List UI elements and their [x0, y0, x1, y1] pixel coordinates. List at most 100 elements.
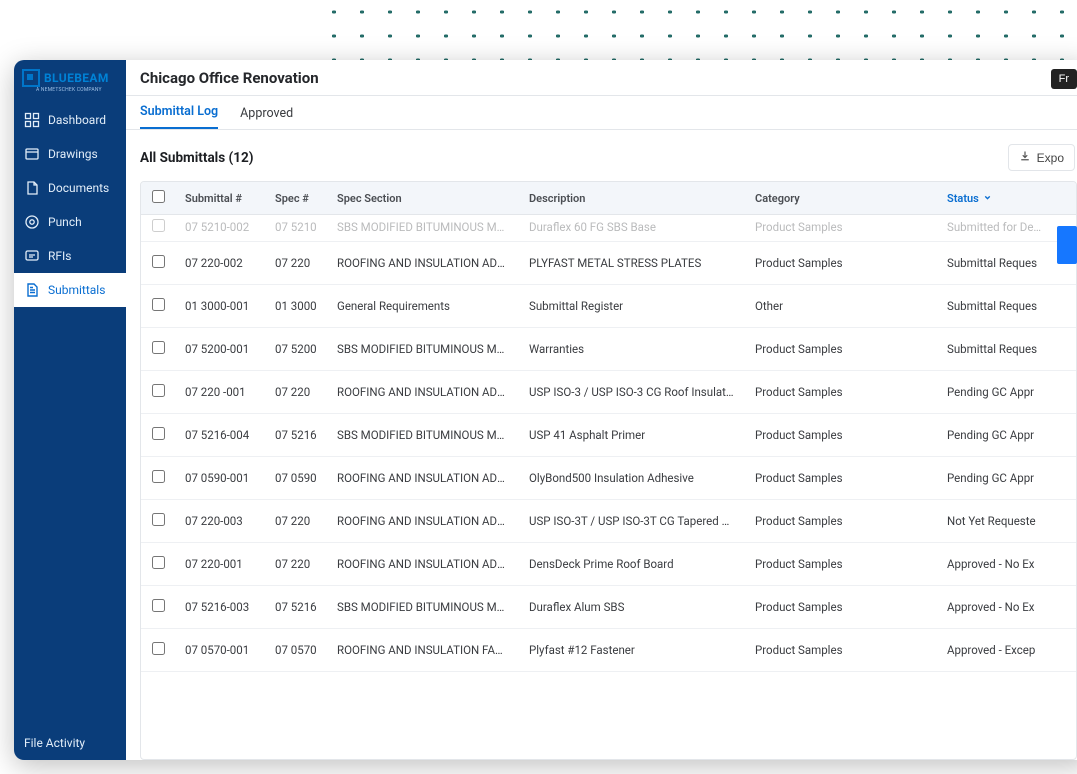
sidebar-item-rfis[interactable]: RFIs: [14, 239, 126, 273]
drawings-icon: [24, 146, 40, 162]
cell-status: Not Yet Requeste: [937, 500, 1076, 543]
cell-spec-section: ROOFING AND INSULATION ADHESIV…: [327, 543, 519, 586]
row-checkbox[interactable]: [152, 219, 165, 232]
cell-description: Duraflex Alum SBS: [519, 586, 745, 629]
row-check[interactable]: [141, 629, 175, 672]
tab-submittal-log[interactable]: Submittal Log: [140, 104, 218, 129]
download-icon: [1019, 150, 1031, 165]
submittals-table: Submittal # Spec # Spec Section Descript…: [140, 181, 1077, 760]
table-row[interactable]: 07 5200-00107 5200SBS MODIFIED BITUMINOU…: [141, 328, 1076, 371]
brand-logo[interactable]: BLUEBEAM: [14, 60, 126, 89]
cell-spec-section: ROOFING AND INSULATION ADHESIV…: [327, 371, 519, 414]
sidebar-item-drawings[interactable]: Drawings: [14, 137, 126, 171]
sidebar-item-label: Drawings: [48, 147, 98, 161]
export-button[interactable]: Expo: [1008, 144, 1075, 171]
cell-category: Product Samples: [745, 457, 937, 500]
rfis-icon: [24, 248, 40, 264]
tab-approved[interactable]: Approved: [240, 106, 293, 129]
row-check[interactable]: [141, 371, 175, 414]
select-all-checkbox[interactable]: [152, 190, 165, 203]
decorative-dots-top: [320, 0, 1077, 62]
col-header-check[interactable]: [141, 182, 175, 215]
row-checkbox[interactable]: [152, 513, 165, 526]
table-row[interactable]: 01 3000-00101 3000General RequirementsSu…: [141, 285, 1076, 328]
cell-description: Submittal Register: [519, 285, 745, 328]
row-checkbox[interactable]: [152, 255, 165, 268]
row-checkbox[interactable]: [152, 599, 165, 612]
sidebar-item-submittals[interactable]: Submittals: [14, 273, 126, 307]
sidebar-footer[interactable]: File Activity: [14, 726, 126, 760]
table-row[interactable]: 07 220-00207 220ROOFING AND INSULATION A…: [141, 242, 1076, 285]
row-checkbox[interactable]: [152, 427, 165, 440]
row-check[interactable]: [141, 285, 175, 328]
table-row[interactable]: 07 0590-00107 0590ROOFING AND INSULATION…: [141, 457, 1076, 500]
cell-category: Product Samples: [745, 500, 937, 543]
row-checkbox[interactable]: [152, 298, 165, 311]
logo-icon: [22, 69, 40, 87]
cell-description: OlyBond500 Insulation Adhesive: [519, 457, 745, 500]
cell-spec-section: ROOFING AND INSULATION ADHESIV…: [327, 457, 519, 500]
punch-icon: [24, 214, 40, 230]
col-header-submittal-num[interactable]: Submittal #: [175, 182, 265, 215]
col-header-description[interactable]: Description: [519, 182, 745, 215]
content-area: All Submittals (12) Expo: [126, 130, 1077, 760]
table-row[interactable]: 07 5210-00207 5210SBS MODIFIED BITUMINOU…: [141, 215, 1076, 242]
row-checkbox[interactable]: [152, 341, 165, 354]
table-row[interactable]: 07 0570-00107 0570ROOFING AND INSULATION…: [141, 629, 1076, 672]
col-header-category[interactable]: Category: [745, 182, 937, 215]
row-check[interactable]: [141, 242, 175, 285]
cell-submittal-num: 07 0570-001: [175, 629, 265, 672]
table-row[interactable]: 07 220-00307 220ROOFING AND INSULATION A…: [141, 500, 1076, 543]
cell-category: Product Samples: [745, 371, 937, 414]
brand-name: BLUEBEAM: [44, 72, 109, 84]
cell-category: Product Samples: [745, 586, 937, 629]
export-label: Expo: [1037, 151, 1064, 165]
cell-spec-section: General Requirements: [327, 285, 519, 328]
row-check[interactable]: [141, 500, 175, 543]
row-checkbox[interactable]: [152, 642, 165, 655]
row-check[interactable]: [141, 586, 175, 629]
table-row[interactable]: 07 5216-00407 5216SBS MODIFIED BITUMINOU…: [141, 414, 1076, 457]
row-check[interactable]: [141, 457, 175, 500]
cell-status: Approved - No Ex: [937, 586, 1076, 629]
cell-status: Pending GC Appr: [937, 457, 1076, 500]
table-row[interactable]: 07 220-00107 220ROOFING AND INSULATION A…: [141, 543, 1076, 586]
row-check[interactable]: [141, 328, 175, 371]
cell-description: USP ISO-3 / USP ISO-3 CG Roof Insulation: [519, 371, 745, 414]
row-checkbox[interactable]: [152, 556, 165, 569]
row-checkbox[interactable]: [152, 470, 165, 483]
page-title: Chicago Office Renovation: [140, 69, 319, 87]
section-title: All Submittals (12): [140, 150, 253, 166]
cell-submittal-num: 07 5216-004: [175, 414, 265, 457]
brand-tagline: A NEMETSCHEK COMPANY: [36, 87, 126, 93]
table-row[interactable]: 07 220 -00107 220ROOFING AND INSULATION …: [141, 371, 1076, 414]
col-header-status[interactable]: Status: [937, 182, 1076, 215]
sidebar-item-label: RFIs: [48, 249, 71, 263]
row-check[interactable]: [141, 414, 175, 457]
row-check[interactable]: [141, 215, 175, 242]
cell-submittal-num: 07 220-001: [175, 543, 265, 586]
col-header-spec-num[interactable]: Spec #: [265, 182, 327, 215]
sidebar: BLUEBEAM A NEMETSCHEK COMPANY Dashboard …: [14, 60, 126, 760]
cell-submittal-num: 07 220 -001: [175, 371, 265, 414]
topbar-button[interactable]: Fr: [1051, 69, 1077, 89]
dashboard-icon: [24, 112, 40, 128]
sidebar-item-punch[interactable]: Punch: [14, 205, 126, 239]
sidebar-item-dashboard[interactable]: Dashboard: [14, 103, 126, 137]
sidebar-item-documents[interactable]: Documents: [14, 171, 126, 205]
col-header-spec-section[interactable]: Spec Section: [327, 182, 519, 215]
cell-status: Submittal Reques: [937, 328, 1076, 371]
documents-icon: [24, 180, 40, 196]
table-row[interactable]: 07 5216-00307 5216SBS MODIFIED BITUMINOU…: [141, 586, 1076, 629]
app-frame: BLUEBEAM A NEMETSCHEK COMPANY Dashboard …: [14, 60, 1077, 760]
sidebar-item-label: Documents: [48, 181, 109, 195]
main-panel: Chicago Office Renovation Fr Submittal L…: [126, 60, 1077, 760]
cell-description: Duraflex 60 FG SBS Base: [519, 215, 745, 242]
status-label: Status: [947, 192, 979, 205]
cell-spec-num: 07 0570: [265, 629, 327, 672]
cell-description: Warranties: [519, 328, 745, 371]
cell-submittal-num: 07 5210-002: [175, 215, 265, 242]
table-header: Submittal # Spec # Spec Section Descript…: [141, 182, 1076, 215]
row-check[interactable]: [141, 543, 175, 586]
row-checkbox[interactable]: [152, 384, 165, 397]
